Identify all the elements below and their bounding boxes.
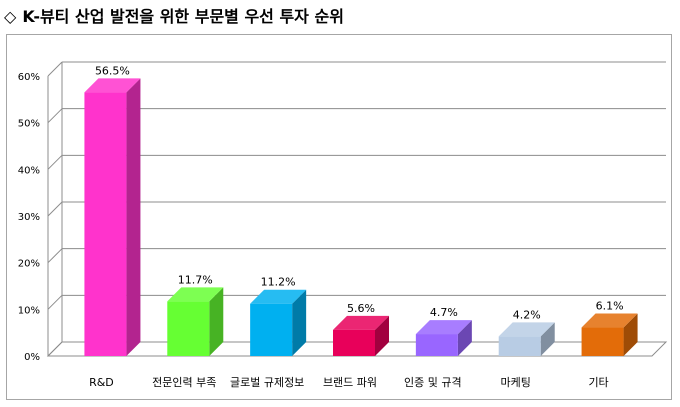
data-label: 11.7% [178,273,213,286]
chart-title-text: K-뷰티 산업 발전을 위한 부문별 우선 투자 순위 [22,7,344,26]
bar [167,301,210,356]
bar-side [126,78,141,356]
bar [415,334,458,356]
bar [581,327,624,356]
data-label: 4.2% [513,308,541,321]
bar-side [375,315,389,356]
chart-frame [6,34,672,400]
y-tick-label: 0% [24,352,40,363]
x-tick-label: 글로벌 규제정보 [230,376,304,389]
y-tick-label: 60% [18,72,40,83]
bar-side [209,287,224,356]
gridline-side [47,154,63,170]
bar-top [250,289,307,304]
y-tick-label: 30% [18,212,40,223]
y-tick-label: 10% [18,305,40,316]
y-tick-label: 40% [18,165,40,176]
chart-title: ◇ K-뷰티 산업 발전을 위한 부문별 우선 투자 순위 [4,6,344,28]
bar [84,92,127,356]
gridline-side [47,108,63,124]
bar-top [333,315,389,330]
y-tick-label: 20% [18,259,40,270]
data-label: 4.7% [430,306,458,319]
bar [333,329,375,356]
bar-top [498,322,555,337]
y-tick-label: 50% [18,119,40,130]
bar-top [84,78,141,93]
bar [250,303,293,356]
gridline-side [47,294,63,310]
x-tick-label: 인증 및 규격 [404,376,462,389]
data-label: 11.2% [261,276,296,289]
bar-side [540,322,555,356]
data-label: 6.1% [596,300,624,313]
x-tick-label: R&D [89,376,114,389]
gridline-side [47,61,63,77]
data-label: 5.6% [347,302,375,315]
bar-side [623,313,638,356]
gridline-side [47,201,63,217]
data-label: 56.5% [95,64,130,77]
bar [498,336,541,356]
x-tick-label: 마케팅 [501,376,531,389]
bar-side [292,289,307,356]
diamond-icon: ◇ [4,7,17,26]
gridline-side [47,248,63,264]
bar-top [415,320,472,335]
bar-top [581,313,638,328]
x-tick-label: 전문인력 부족 [152,376,216,389]
bar-top [167,287,224,302]
x-tick-label: 기타 [588,376,608,389]
bar-side [457,320,472,356]
x-tick-label: 브랜드 파워 [323,376,377,389]
